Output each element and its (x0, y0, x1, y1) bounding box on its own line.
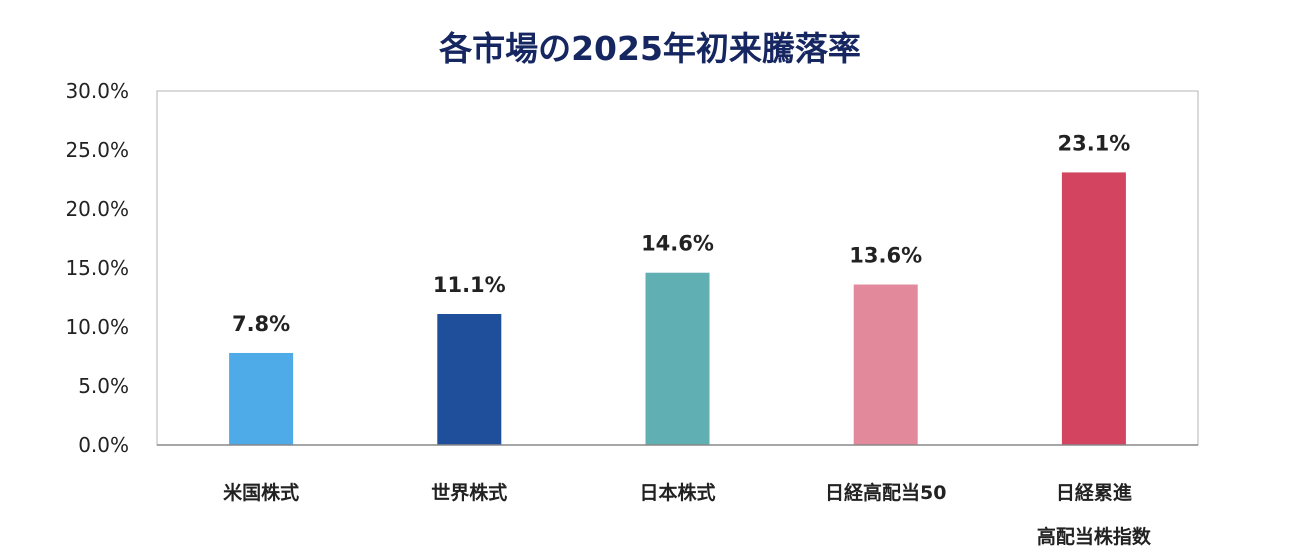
bar (437, 314, 502, 445)
bar (853, 284, 918, 445)
x-category-label: 世界株式 (431, 481, 507, 504)
x-category-label: 米国株式 (223, 481, 299, 504)
y-tick-label: 5.0% (78, 374, 129, 398)
x-category-label: 日経高配当50 (825, 481, 946, 504)
y-tick-label: 10.0% (65, 315, 129, 339)
y-tick-label: 15.0% (65, 256, 129, 280)
data-label: 13.6% (849, 244, 922, 268)
y-tick-label: 30.0% (65, 79, 129, 103)
y-tick-label: 25.0% (65, 138, 129, 162)
chart-title: 各市場の2025年初来騰落率 (439, 29, 861, 68)
data-label: 14.6% (641, 232, 714, 256)
x-category-label: 日本株式 (639, 481, 715, 504)
x-category-label: 日経累進 (1056, 481, 1132, 504)
bar (645, 272, 710, 445)
y-tick-label: 20.0% (65, 197, 129, 221)
data-label: 7.8% (232, 312, 290, 336)
data-label: 23.1% (1057, 131, 1130, 155)
y-tick-label: 0.0% (78, 433, 129, 457)
x-category-label: 高配当株指数 (1037, 525, 1152, 548)
bar (1061, 172, 1126, 446)
bar (229, 352, 294, 445)
data-label: 11.1% (433, 273, 506, 297)
